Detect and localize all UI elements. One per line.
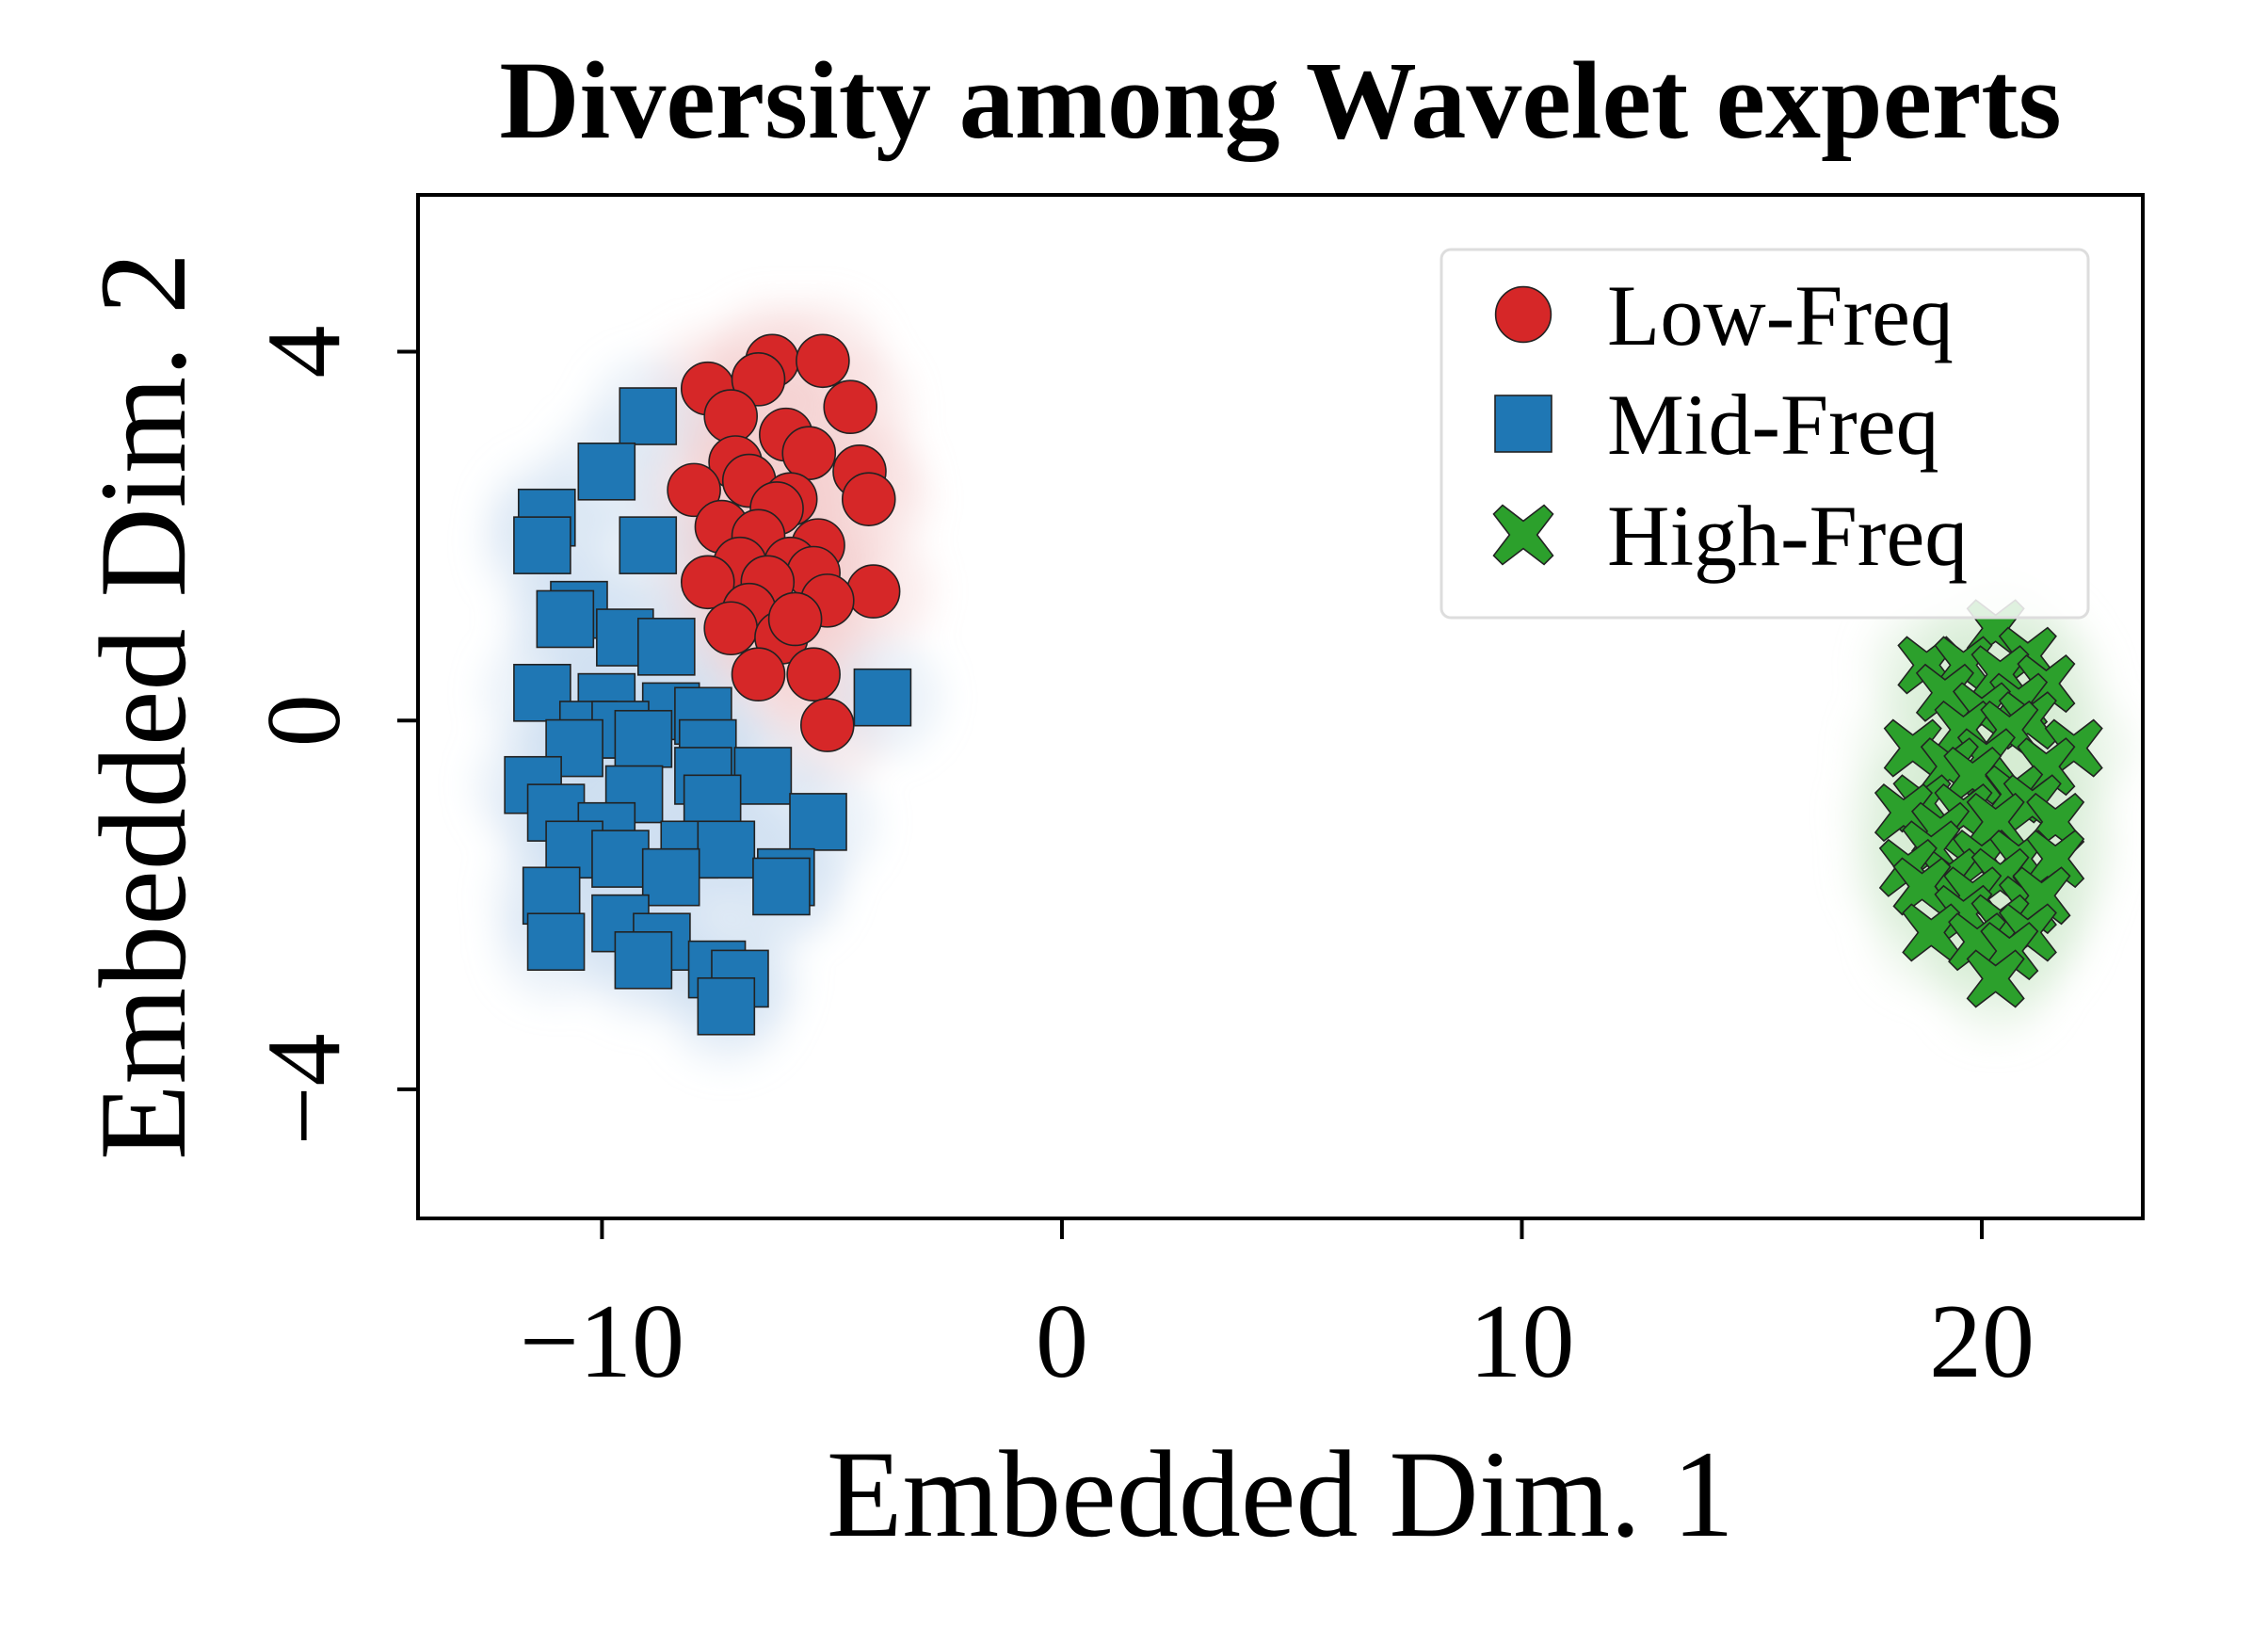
data-point bbox=[513, 516, 571, 574]
data-point bbox=[526, 912, 586, 972]
legend-marker bbox=[1492, 504, 1554, 566]
data-point bbox=[614, 709, 673, 768]
data-point bbox=[796, 333, 850, 389]
legend-marker bbox=[1494, 285, 1552, 344]
x-axis-ticks: −10 0 10 20 bbox=[520, 1218, 2035, 1400]
chart-title: Diversity among Wavelet experts bbox=[499, 39, 2061, 162]
data-point bbox=[703, 601, 759, 656]
data-point bbox=[853, 668, 912, 727]
data-point bbox=[1966, 949, 2025, 1008]
data-point bbox=[841, 472, 896, 526]
data-point bbox=[614, 931, 673, 990]
series-mid-freq bbox=[504, 387, 912, 1036]
data-point bbox=[703, 389, 759, 443]
data-points bbox=[504, 333, 2103, 1036]
data-point bbox=[2012, 866, 2071, 926]
data-point bbox=[786, 647, 841, 702]
data-point bbox=[619, 387, 678, 445]
data-point bbox=[513, 664, 571, 722]
data-point bbox=[536, 589, 595, 649]
legend: Low-Freq Mid-Freq High-Freq bbox=[1440, 248, 2090, 620]
legend-label: High-Freq bbox=[1607, 488, 1968, 584]
y-tick-label: −4 bbox=[246, 1033, 362, 1145]
data-point bbox=[752, 857, 811, 916]
data-point bbox=[619, 516, 678, 574]
data-point bbox=[577, 442, 636, 501]
legend-item-mid-freq: Mid-Freq bbox=[1494, 377, 1939, 473]
plot-frame bbox=[416, 193, 2145, 1220]
data-point bbox=[637, 618, 696, 676]
data-point bbox=[733, 747, 793, 805]
legend-marker bbox=[1494, 395, 1552, 453]
x-tick-label: 0 bbox=[1036, 1283, 1088, 1400]
data-point bbox=[697, 976, 756, 1036]
data-point bbox=[680, 555, 735, 610]
y-tick-label: 0 bbox=[246, 694, 362, 747]
legend-label: Mid-Freq bbox=[1607, 377, 1939, 473]
data-point bbox=[641, 847, 700, 907]
legend-item-high-freq: High-Freq bbox=[1492, 488, 1968, 584]
x-tick-label: −10 bbox=[520, 1283, 684, 1400]
data-point bbox=[667, 462, 721, 518]
data-point bbox=[823, 379, 878, 435]
data-point bbox=[731, 352, 786, 407]
data-point bbox=[591, 830, 650, 888]
y-tick-label: 4 bbox=[246, 325, 362, 378]
series-low-freq bbox=[667, 333, 901, 752]
legend-label: Low-Freq bbox=[1607, 267, 1954, 363]
x-tick-label: 20 bbox=[1929, 1283, 2035, 1400]
data-point bbox=[697, 820, 756, 879]
legend-item-low-freq: Low-Freq bbox=[1494, 267, 1954, 363]
data-point bbox=[781, 426, 837, 480]
data-point bbox=[2026, 830, 2085, 889]
data-point bbox=[845, 564, 901, 619]
series-high-freq bbox=[1874, 599, 2103, 1008]
x-axis-label: Embedded Dim. 1 bbox=[827, 1425, 1734, 1563]
data-point bbox=[789, 793, 847, 851]
legend-box bbox=[1440, 248, 2090, 620]
data-point bbox=[731, 647, 786, 702]
y-axis-ticks: 4 0 −4 bbox=[246, 325, 418, 1145]
data-point bbox=[799, 698, 855, 752]
data-point bbox=[767, 591, 823, 647]
y-axis-label: Embedded Dim. 2 bbox=[73, 252, 212, 1160]
x-tick-label: 10 bbox=[1469, 1283, 1574, 1400]
